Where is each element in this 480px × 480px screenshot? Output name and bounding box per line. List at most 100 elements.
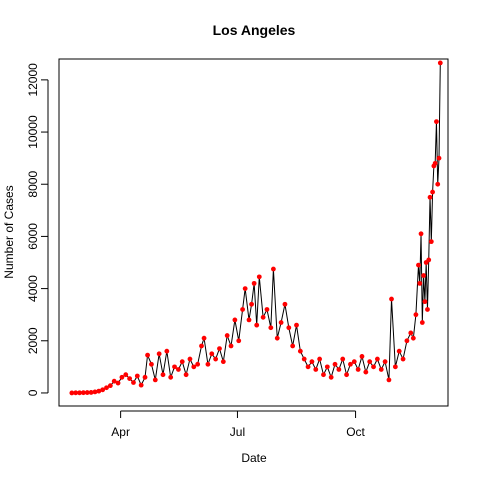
data-point — [430, 190, 435, 195]
data-point — [389, 297, 394, 302]
x-tick-label: Oct — [346, 425, 365, 439]
data-point — [428, 195, 433, 200]
data-point — [209, 351, 214, 356]
data-point — [317, 357, 322, 362]
data-point — [271, 267, 276, 272]
data-point — [268, 325, 273, 330]
data-point — [139, 383, 144, 388]
data-point — [221, 359, 226, 364]
data-point — [356, 367, 361, 372]
data-point — [202, 336, 207, 341]
data-point — [286, 325, 291, 330]
data-point — [275, 336, 280, 341]
data-point — [254, 323, 259, 328]
data-point — [375, 357, 380, 362]
data-point — [387, 378, 392, 383]
data-point — [108, 383, 113, 388]
data-point — [434, 119, 439, 124]
data-point — [265, 307, 270, 312]
data-point — [232, 318, 237, 323]
data-point — [236, 338, 241, 343]
data-point — [188, 357, 193, 362]
data-point — [290, 344, 295, 349]
data-point — [426, 257, 431, 262]
data-point — [429, 239, 434, 244]
data-point — [164, 349, 169, 354]
data-point — [405, 338, 410, 343]
data-point — [383, 359, 388, 364]
data-point — [438, 61, 443, 66]
data-point — [367, 359, 372, 364]
y-tick-label: 4000 — [26, 275, 40, 302]
data-point — [123, 372, 128, 377]
y-tick-label: 6000 — [26, 223, 40, 250]
data-point — [336, 367, 341, 372]
data-point — [352, 359, 357, 364]
data-point — [414, 312, 419, 317]
data-point — [261, 315, 266, 320]
data-point — [306, 364, 311, 369]
data-point — [168, 375, 173, 380]
data-point — [127, 376, 132, 381]
data-point — [199, 344, 204, 349]
data-point — [243, 286, 248, 291]
x-tick-label: Apr — [111, 425, 130, 439]
chart-title: Los Angeles — [213, 22, 296, 38]
data-point — [135, 374, 140, 379]
data-point — [157, 351, 162, 356]
data-point — [321, 372, 326, 377]
data-point — [310, 359, 315, 364]
data-point — [149, 362, 154, 367]
y-tick-label: 0 — [26, 389, 40, 396]
data-point — [247, 318, 252, 323]
data-point — [131, 380, 136, 385]
y-axis: 0 2000 4000 6000 8000 10000 12000 — [26, 63, 48, 396]
y-tick-label: 8000 — [26, 171, 40, 198]
data-point — [257, 274, 262, 279]
data-point — [433, 161, 438, 166]
data-point — [252, 281, 257, 286]
data-point — [213, 357, 218, 362]
y-tick-label: 12000 — [26, 63, 40, 97]
data-point — [411, 336, 416, 341]
y-axis-title: Number of Cases — [2, 185, 16, 278]
data-point — [313, 367, 318, 372]
data-point — [419, 231, 424, 236]
data-point — [206, 362, 211, 367]
data-point — [417, 281, 422, 286]
data-point — [302, 357, 307, 362]
data-point — [408, 331, 413, 336]
data-point — [379, 367, 384, 372]
series-layer — [69, 61, 442, 396]
data-point — [180, 359, 185, 364]
data-point — [425, 307, 430, 312]
data-point — [298, 349, 303, 354]
data-point — [143, 375, 148, 380]
data-point — [401, 357, 406, 362]
data-point — [437, 156, 442, 161]
data-point — [333, 362, 338, 367]
data-point — [249, 302, 254, 307]
data-point — [340, 357, 345, 362]
data-point — [360, 354, 365, 359]
data-point — [371, 364, 376, 369]
data-point — [240, 307, 245, 312]
data-point — [421, 273, 426, 278]
data-point — [176, 367, 181, 372]
data-point — [161, 372, 166, 377]
data-point — [279, 320, 284, 325]
data-point — [344, 372, 349, 377]
data-point — [229, 344, 234, 349]
data-point — [225, 333, 230, 338]
data-point — [329, 375, 334, 380]
data-point — [217, 346, 222, 351]
y-tick-label: 2000 — [26, 327, 40, 354]
data-point — [116, 381, 121, 386]
data-point — [363, 370, 368, 375]
data-point — [294, 323, 299, 328]
x-axis: Apr Jul Oct — [111, 411, 365, 439]
y-tick-label: 10000 — [26, 115, 40, 149]
data-point — [325, 364, 330, 369]
data-point — [393, 364, 398, 369]
